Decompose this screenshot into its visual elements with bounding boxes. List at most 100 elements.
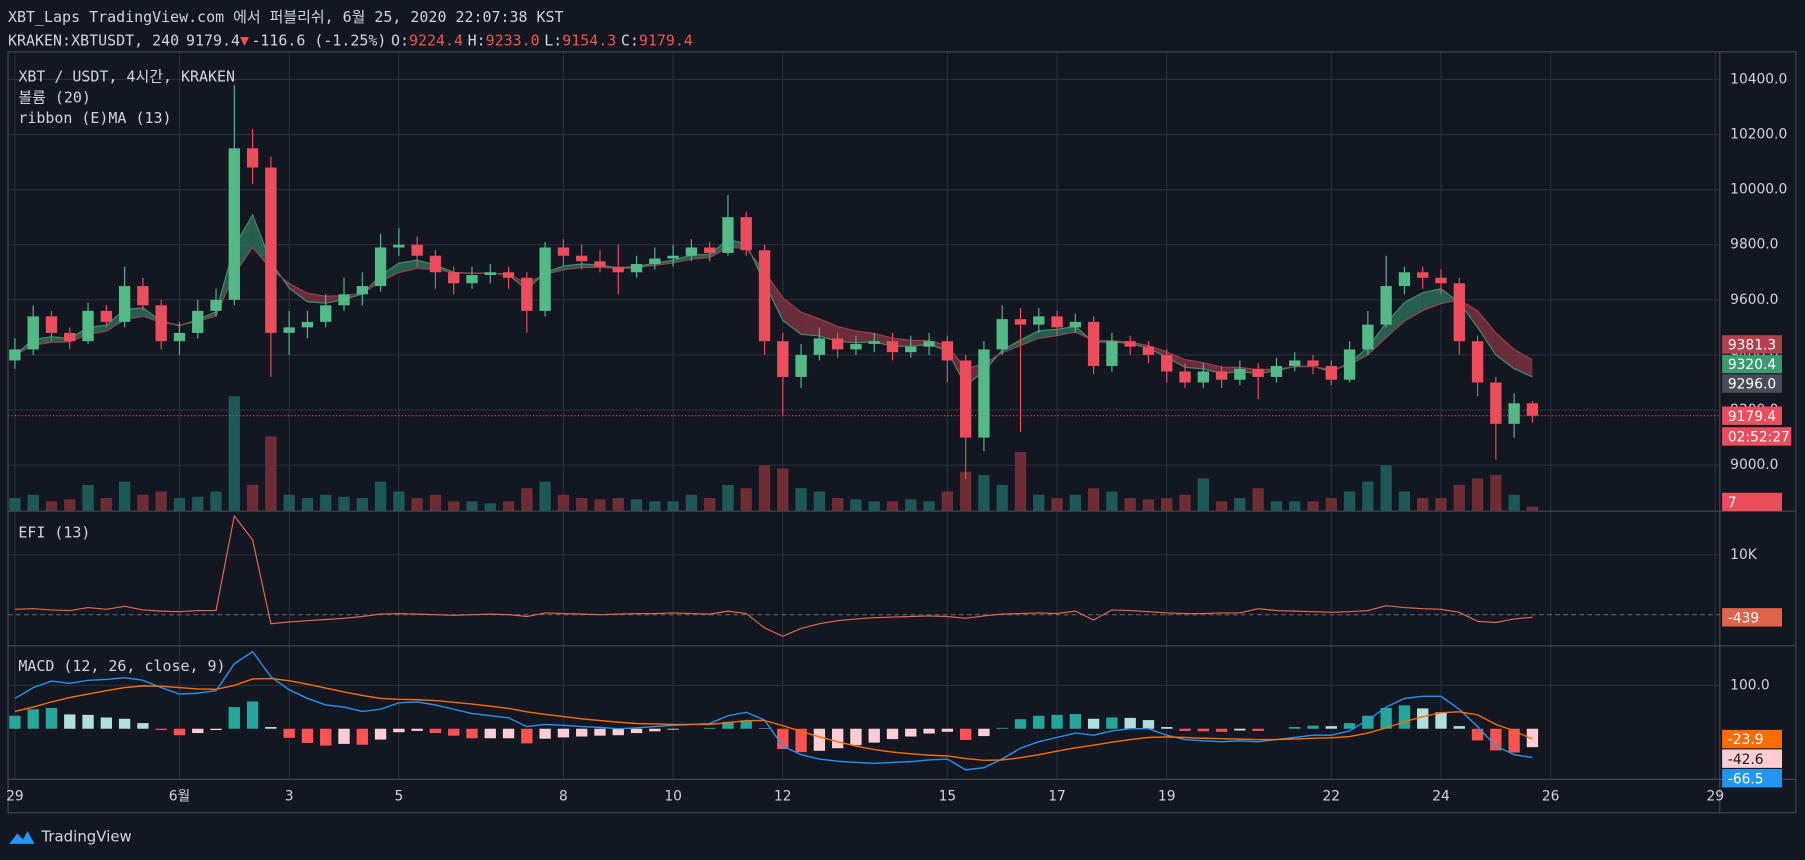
volume-bar xyxy=(795,488,807,512)
candle-body xyxy=(813,338,826,355)
volume-bar xyxy=(137,494,149,512)
candle-body xyxy=(649,258,661,265)
candle-body xyxy=(704,247,716,253)
macd-histogram-bar xyxy=(1526,728,1539,748)
macd-histogram-bar xyxy=(1051,714,1063,729)
macd-histogram-bar xyxy=(1343,723,1356,729)
macd-histogram-bar xyxy=(1161,726,1173,729)
y-tick-label: 10K xyxy=(1730,547,1758,563)
macd-histogram-bar xyxy=(704,727,716,729)
ribbon-fill xyxy=(855,330,875,343)
macd-histogram-bar xyxy=(777,728,789,750)
volume-label: 7 xyxy=(1728,495,1737,511)
candle-body xyxy=(521,277,533,311)
candle-body xyxy=(265,167,277,333)
macd-histogram-bar xyxy=(905,728,917,737)
macd-histogram-bar xyxy=(192,728,204,734)
volume-bar xyxy=(1398,491,1411,512)
volume-bar xyxy=(64,499,76,512)
ribbon-fill xyxy=(782,297,802,335)
macd-histogram-bar xyxy=(1014,719,1027,729)
candle-body xyxy=(1343,349,1356,380)
candle-body xyxy=(137,286,149,306)
macd-histogram-bar xyxy=(1490,728,1502,751)
candle-body xyxy=(740,217,752,251)
candle-body xyxy=(612,266,624,273)
volume-bar xyxy=(1087,488,1100,512)
macd-histogram-bar xyxy=(502,728,515,739)
x-tick-label: 26 xyxy=(1542,789,1560,805)
plot-frame xyxy=(7,51,1797,814)
volume-bar xyxy=(192,496,204,512)
change-arrow: ▼ xyxy=(240,31,249,49)
volume-bar xyxy=(393,491,405,512)
volume-bar xyxy=(630,499,643,512)
macd-histogram-bar xyxy=(484,728,496,739)
x-tick-label: 19 xyxy=(1158,789,1176,805)
macd-histogram-bar xyxy=(978,728,990,737)
signal-line xyxy=(14,677,1533,762)
candle-body xyxy=(484,272,496,276)
candle-body xyxy=(374,247,387,287)
macd-histogram-bar xyxy=(1197,728,1209,732)
volume-bar xyxy=(1234,498,1246,512)
volume-bar xyxy=(502,501,515,512)
efi-label: -439 xyxy=(1728,610,1759,626)
volume-bar xyxy=(612,498,624,512)
candle-body xyxy=(1161,354,1173,372)
volume-bar xyxy=(557,494,570,512)
candle-body xyxy=(210,299,222,311)
y-tick-label: 10200.0 xyxy=(1730,127,1787,143)
candle-body xyxy=(192,310,204,333)
macd-histogram-bar xyxy=(539,728,551,739)
label-layer: 296월3581012151719222426299000.09200.0940… xyxy=(6,71,1792,805)
candle-body xyxy=(301,321,314,328)
volume-bar xyxy=(959,471,972,512)
volume-bar xyxy=(1471,478,1484,512)
volume-label-bg xyxy=(1722,492,1782,512)
macd-histogram-bar xyxy=(320,728,332,746)
volume-bar xyxy=(868,501,880,512)
candle-body xyxy=(393,244,405,248)
ribbon-fill xyxy=(1495,332,1515,369)
macd-histogram-bar xyxy=(1417,708,1429,729)
candle-body xyxy=(1234,368,1246,380)
macd-histogram-bar xyxy=(521,728,533,744)
volume-bar xyxy=(320,494,332,512)
macd-histogram-bar xyxy=(1398,705,1411,729)
macd-histogram-bar xyxy=(1435,712,1447,729)
candle-body xyxy=(1417,272,1429,278)
macd-histogram-bar xyxy=(667,728,679,730)
x-tick-label: 12 xyxy=(774,789,792,805)
candle-body xyxy=(1215,371,1228,380)
candle-body xyxy=(1471,341,1484,383)
volume-bar xyxy=(576,498,588,512)
brand: TradingView xyxy=(40,827,131,845)
candle-body xyxy=(1069,321,1082,328)
candle-body xyxy=(1325,365,1337,380)
macd-histogram-bar xyxy=(155,728,167,731)
macd-histogram-bar xyxy=(393,728,405,733)
x-tick-label: 8 xyxy=(559,789,568,805)
mark-layer xyxy=(8,84,1720,771)
signal-label-bg xyxy=(1722,729,1782,749)
x-tick-label: 15 xyxy=(939,789,957,805)
macd-histogram-bar xyxy=(301,728,314,744)
volume-bar xyxy=(118,481,131,512)
volume-bar xyxy=(466,501,478,512)
volume-bar xyxy=(521,488,533,512)
candle-body xyxy=(1526,403,1539,416)
candle-body xyxy=(1179,371,1191,383)
y-tick-label: 100.0 xyxy=(1730,677,1770,693)
candle-body xyxy=(228,148,240,300)
macd-histogram-bar xyxy=(1325,726,1337,729)
volume-bar xyxy=(484,503,496,512)
ribbon-fill xyxy=(1477,310,1496,355)
macd-histogram-bar xyxy=(137,723,149,729)
candle-body xyxy=(502,272,515,278)
volume-bar xyxy=(886,501,899,512)
symbol: KRAKEN:XBTUSDT, 240 xyxy=(8,31,179,49)
efi-legend: EFI (13) xyxy=(18,524,90,542)
y-tick-label: 9600.0 xyxy=(1730,292,1778,308)
volume-bar xyxy=(1142,499,1155,512)
